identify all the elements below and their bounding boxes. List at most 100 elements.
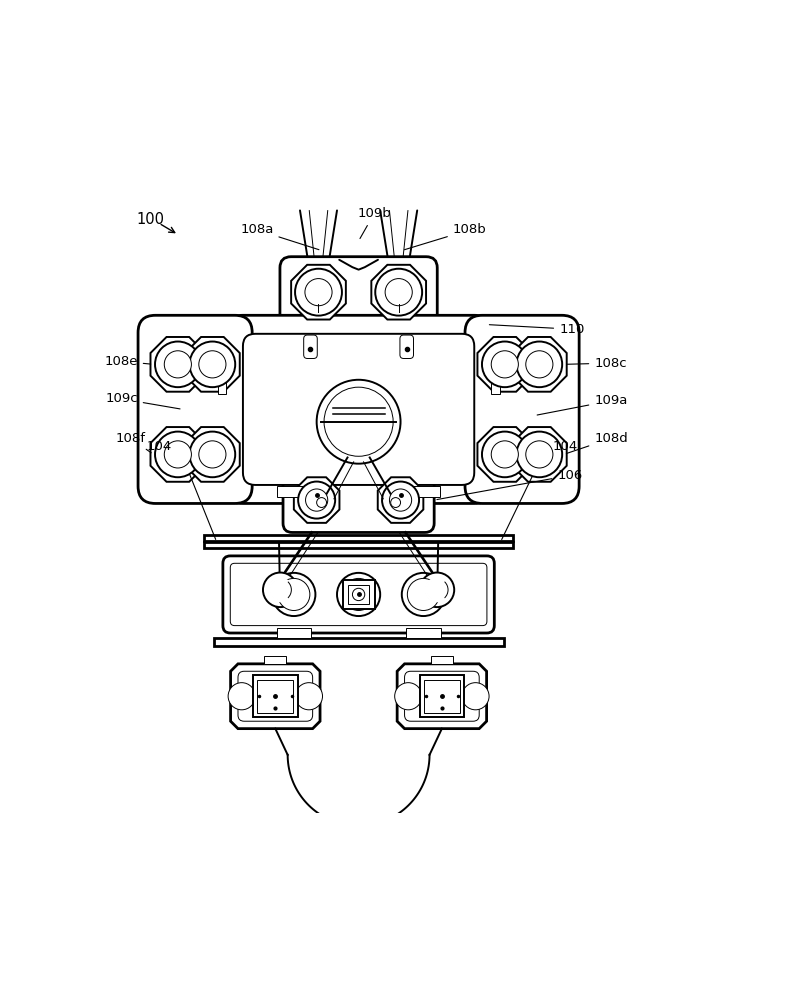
Circle shape [482, 342, 528, 387]
Polygon shape [185, 427, 240, 482]
Circle shape [295, 683, 322, 710]
Bar [419, 675, 464, 717]
Polygon shape [294, 477, 339, 523]
FancyBboxPatch shape [224, 315, 493, 503]
Circle shape [526, 351, 553, 378]
FancyBboxPatch shape [280, 257, 437, 328]
Bar [348, 585, 369, 604]
Text: 109a: 109a [537, 394, 627, 415]
Bar [276, 628, 311, 638]
Text: 106: 106 [437, 469, 583, 500]
Circle shape [353, 588, 365, 601]
Circle shape [391, 498, 400, 507]
Polygon shape [512, 337, 567, 392]
Circle shape [269, 579, 291, 601]
Circle shape [317, 380, 400, 464]
Polygon shape [150, 337, 205, 392]
Circle shape [342, 578, 375, 610]
Circle shape [385, 279, 412, 306]
Bar [217, 375, 226, 394]
Text: 110: 110 [490, 323, 584, 336]
Circle shape [426, 579, 448, 601]
Circle shape [482, 432, 528, 477]
Bar [491, 440, 500, 459]
FancyBboxPatch shape [138, 315, 252, 503]
Circle shape [189, 342, 236, 387]
Polygon shape [478, 427, 533, 482]
Circle shape [462, 683, 489, 710]
Circle shape [155, 432, 201, 477]
Bar [213, 638, 504, 646]
Bar [342, 580, 375, 609]
Text: 108c: 108c [567, 357, 627, 370]
Circle shape [526, 441, 553, 468]
Circle shape [295, 269, 342, 316]
Circle shape [317, 498, 326, 507]
FancyBboxPatch shape [238, 671, 313, 721]
Polygon shape [512, 427, 567, 482]
Polygon shape [372, 265, 426, 320]
Circle shape [164, 441, 191, 468]
Circle shape [199, 351, 226, 378]
Polygon shape [478, 337, 533, 392]
Circle shape [517, 342, 562, 387]
FancyBboxPatch shape [230, 563, 487, 626]
Circle shape [272, 573, 315, 616]
Circle shape [408, 578, 439, 610]
Circle shape [164, 351, 191, 378]
Bar [431, 656, 453, 664]
Text: 108a: 108a [240, 223, 319, 250]
Polygon shape [185, 337, 240, 392]
Circle shape [199, 441, 226, 468]
FancyBboxPatch shape [465, 315, 579, 503]
Text: 108f: 108f [115, 432, 151, 453]
Circle shape [389, 489, 412, 511]
FancyBboxPatch shape [283, 468, 434, 532]
Text: 108e: 108e [104, 355, 150, 368]
Circle shape [324, 387, 393, 456]
Text: 108d: 108d [566, 432, 628, 454]
Polygon shape [231, 664, 320, 729]
Circle shape [337, 573, 380, 616]
Text: 104: 104 [147, 440, 172, 453]
Text: 100: 100 [137, 212, 165, 227]
Circle shape [305, 279, 332, 306]
Text: 102: 102 [0, 999, 1, 1000]
Bar [257, 680, 294, 713]
Polygon shape [291, 265, 345, 320]
Circle shape [491, 351, 518, 378]
FancyBboxPatch shape [223, 556, 494, 633]
Text: 109b: 109b [357, 207, 391, 239]
Polygon shape [378, 477, 423, 523]
Circle shape [306, 489, 328, 511]
Bar [253, 675, 298, 717]
Circle shape [155, 342, 201, 387]
Text: 109c: 109c [105, 392, 180, 409]
Polygon shape [150, 427, 205, 482]
Circle shape [263, 573, 298, 607]
FancyBboxPatch shape [304, 335, 318, 358]
Circle shape [382, 482, 419, 519]
Circle shape [375, 269, 422, 316]
Circle shape [228, 683, 256, 710]
Text: 104: 104 [553, 440, 578, 453]
Circle shape [278, 578, 310, 610]
Circle shape [395, 683, 422, 710]
Circle shape [402, 573, 445, 616]
FancyBboxPatch shape [404, 671, 479, 721]
Bar [413, 486, 440, 497]
Circle shape [298, 482, 335, 519]
Bar [423, 680, 460, 713]
FancyBboxPatch shape [243, 334, 474, 485]
Circle shape [491, 441, 518, 468]
Circle shape [517, 432, 562, 477]
Polygon shape [397, 664, 486, 729]
Bar [217, 440, 226, 459]
Bar [205, 542, 513, 548]
Circle shape [189, 432, 236, 477]
Bar [264, 656, 287, 664]
Bar [406, 628, 441, 638]
Bar [205, 535, 513, 541]
FancyBboxPatch shape [400, 335, 413, 358]
Text: 108b: 108b [404, 223, 486, 250]
